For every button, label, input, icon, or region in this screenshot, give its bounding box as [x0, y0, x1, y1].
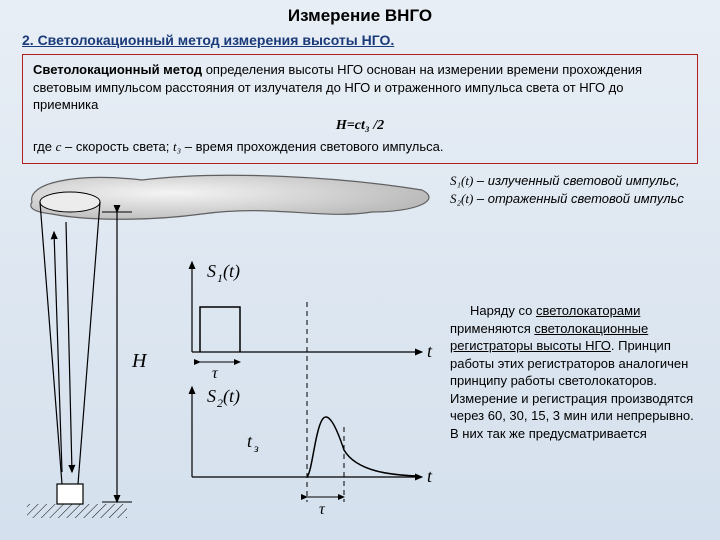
paragraph-2: Наряду со светолокаторами применяются св…	[450, 302, 700, 442]
beam-right	[78, 202, 100, 484]
section-subtitle: 2. Светолокационный метод измерения высо…	[0, 26, 720, 52]
svg-text:t: t	[427, 341, 433, 361]
legend-s2-sym: S₂(t)	[450, 191, 473, 206]
formula-caption: где c – скорость света; t₃ – время прохо…	[33, 138, 687, 156]
svg-text:(t): (t)	[223, 386, 240, 407]
legend-s1-desc: – излученный световой импульс,	[473, 173, 679, 188]
legend-s2-desc: – отраженный световой импульс	[473, 191, 684, 206]
ground-hatch	[27, 504, 127, 518]
svg-text:з: з	[253, 441, 259, 455]
intro-lead: Светолокационный метод	[33, 62, 202, 77]
intro-box: Светолокационный метод определения высот…	[22, 54, 698, 164]
pulse-down-arrow	[66, 222, 72, 472]
emitter-box	[57, 484, 83, 504]
lower-region: H t S 1 (t) τ t S	[0, 172, 720, 532]
beam-left	[40, 202, 62, 484]
svg-text:S: S	[207, 386, 216, 406]
axes-s2: t S 2 (t) t з τ	[192, 302, 433, 518]
svg-text:t: t	[427, 466, 433, 486]
svg-text:τ: τ	[212, 365, 219, 382]
legend-s1-sym: S₁(t)	[450, 173, 473, 188]
diagram: H t S 1 (t) τ t S	[22, 172, 442, 532]
svg-text:t: t	[247, 431, 253, 451]
page-title: Измерение ВНГО	[0, 0, 720, 26]
formula: H=ct₃ /2	[33, 114, 687, 138]
label-H: H	[131, 350, 148, 372]
svg-text:S: S	[207, 261, 216, 281]
svg-text:(t): (t)	[223, 261, 240, 282]
intro-text: Светолокационный метод определения высот…	[33, 61, 687, 114]
beam-top-ellipse	[40, 192, 100, 212]
legend: S₁(t) – излученный световой импульс, S₂(…	[450, 172, 695, 207]
axes-s1: t S 1 (t) τ	[192, 261, 433, 382]
svg-text:τ: τ	[319, 501, 326, 518]
